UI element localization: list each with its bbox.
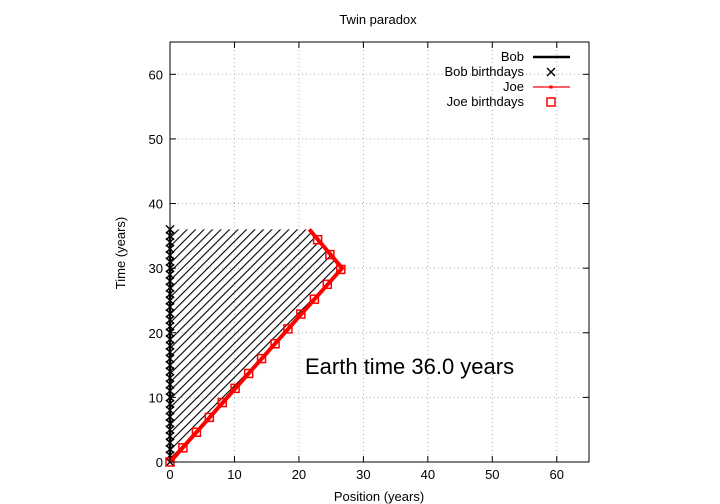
- x-tick-label: 10: [227, 467, 241, 482]
- joe-birthday-marker: [256, 353, 267, 364]
- x-tick-label: 30: [356, 467, 370, 482]
- legend-bob-birthday-marker: [546, 67, 556, 77]
- x-axis-label: Position (years): [334, 489, 424, 504]
- joe-birthday-marker: [204, 412, 215, 423]
- joe-birthday-marker: [270, 339, 280, 349]
- y-tick-label: 0: [156, 455, 163, 470]
- axis-ticks: 0 10 20 30 40 50 60 0 10 20 30 40 50 60: [149, 42, 589, 482]
- x-tick-label: 50: [485, 467, 499, 482]
- legend-joe-point: [549, 85, 553, 89]
- joe-birthday-marker: [336, 264, 346, 275]
- y-tick-label: 40: [149, 197, 163, 212]
- earth-time-annotation: Earth time 36.0 years: [305, 354, 514, 379]
- joe-birthday-marker: [325, 249, 335, 260]
- x-tick-label: 0: [166, 467, 173, 482]
- joe-birthday-marker: [230, 383, 240, 394]
- y-tick-label: 50: [149, 132, 163, 147]
- joe-birthday-marker: [243, 368, 254, 379]
- joe-birthday-marker: [217, 397, 227, 408]
- joe-worldline: [168, 228, 345, 464]
- plot-frame: [169, 41, 590, 463]
- y-axis-label: Time (years): [113, 217, 128, 289]
- joe-birthday-marker: [322, 279, 333, 290]
- x-tick-label: 20: [292, 467, 306, 482]
- y-tick-label: 20: [149, 326, 163, 341]
- chart-title: Twin paradox: [339, 12, 417, 27]
- legend-label: Joe birthdays: [447, 94, 525, 109]
- joe-birthday-marker: [312, 234, 323, 245]
- x-tick-label: 60: [550, 467, 564, 482]
- x-tick-label: 40: [421, 467, 435, 482]
- legend-label: Joe: [503, 79, 524, 94]
- legend-label: Bob birthdays: [445, 64, 525, 79]
- joe-birthday-marker: [309, 294, 320, 304]
- joe-birthday-marker: [178, 443, 188, 453]
- y-tick-label: 60: [149, 67, 163, 82]
- joe-birthday-marker: [283, 324, 293, 334]
- joe-birthday-marker: [296, 309, 306, 319]
- y-tick-label: 10: [149, 390, 163, 405]
- hatched-region: [170, 229, 343, 462]
- joe-birthday-marker: [191, 427, 202, 438]
- legend-label: Bob: [501, 49, 524, 64]
- y-tick-label: 30: [149, 261, 163, 276]
- legend-joe-birthday-marker: [546, 97, 556, 107]
